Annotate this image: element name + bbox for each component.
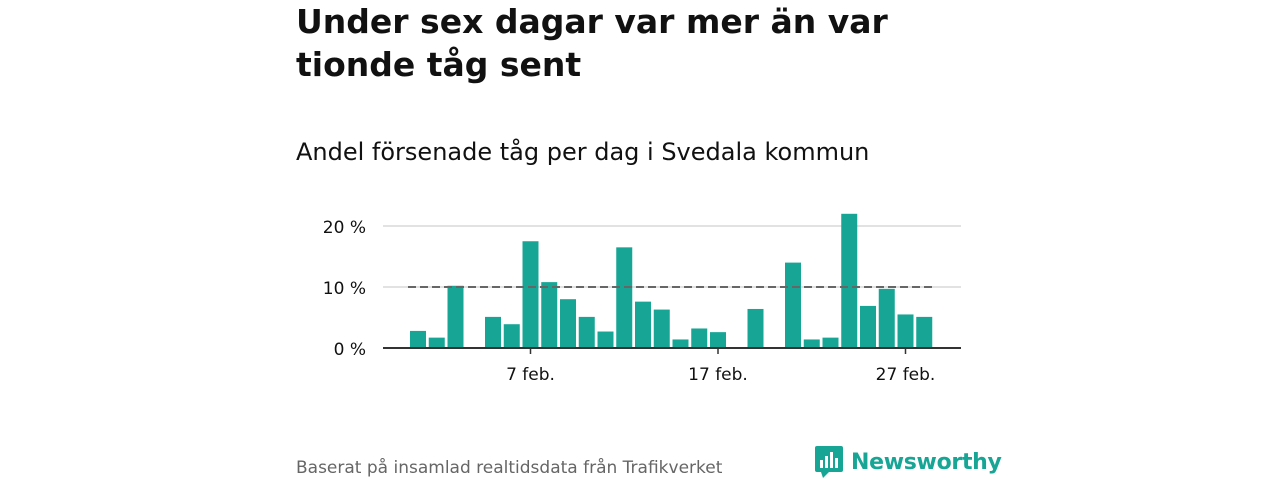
bar	[841, 213, 858, 348]
x-tick-label: 27 feb.	[876, 365, 936, 385]
brand-name: Newsworthy	[851, 449, 1002, 475]
bar	[485, 316, 501, 348]
chart-title: Under sex dagar var mer än var tionde tå…	[296, 2, 888, 84]
bar	[635, 301, 651, 348]
bar	[916, 316, 933, 348]
bar	[803, 339, 820, 348]
y-tick-label: 0 %	[334, 340, 366, 360]
bar	[822, 337, 839, 348]
bar	[578, 316, 595, 348]
newsworthy-logo-icon	[815, 446, 843, 478]
bar	[503, 324, 520, 348]
bar	[447, 285, 464, 348]
y-tick-label: 20 %	[323, 218, 366, 238]
bar	[878, 288, 895, 348]
newsworthy-logo: Newsworthy	[815, 446, 1002, 478]
bar	[710, 332, 726, 348]
bar	[560, 299, 576, 348]
y-tick-label: 10 %	[323, 279, 366, 299]
bar	[691, 328, 708, 348]
bar	[410, 330, 426, 348]
bar	[897, 314, 914, 348]
bar	[616, 247, 633, 348]
bar	[653, 309, 670, 348]
bar	[785, 262, 801, 348]
bar	[541, 282, 558, 348]
bar	[860, 305, 876, 348]
x-tick-label: 7 feb.	[506, 365, 555, 385]
chart-subtitle: Andel försenade tåg per dag i Svedala ko…	[296, 138, 870, 166]
bar	[747, 308, 764, 348]
bar	[522, 241, 539, 348]
bar	[597, 331, 614, 348]
source-note: Baserat på insamlad realtidsdata från Tr…	[296, 458, 723, 478]
bar	[428, 337, 445, 348]
bar	[672, 339, 689, 348]
x-tick-label: 17 feb.	[688, 365, 748, 385]
